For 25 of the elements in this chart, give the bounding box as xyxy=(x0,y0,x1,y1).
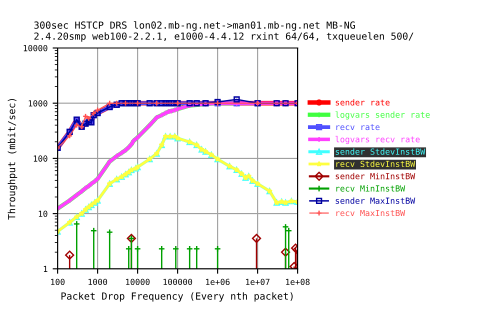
legend-label: sender MinInstBW xyxy=(336,172,416,180)
y-tick-label: 10000 xyxy=(24,45,48,52)
x-tick-label: 1e+08 xyxy=(286,278,310,286)
y-tick-label: 1000 xyxy=(28,100,48,107)
x-tick-label: 10000 xyxy=(126,278,150,286)
x-tick-label: 1000 xyxy=(88,278,108,286)
legend-label: recv MaxInstBW xyxy=(336,210,406,216)
x-tick-label: 100000 xyxy=(164,278,192,286)
chart-title: 300sec HSTCP DRS lon02.mb-ng.net->man01.mb-ng.net MB-NG 2.4.20smp web100-2.2.1, e1000-4.4.12 rxint 64/64, txqueuelen 500/ xyxy=(34,21,414,42)
legend-label: sender StdevInstBW xyxy=(336,148,426,155)
x-axis-title: Packet Drop Frequency (Every nth packet) xyxy=(61,292,293,302)
legend-label: sender MaxInstBW xyxy=(336,197,416,204)
y-tick-label: 100 xyxy=(34,155,48,162)
legend-label: recv MinInstBW xyxy=(336,185,406,192)
y-tick-label: 10 xyxy=(38,210,48,217)
y-tick-label: 1 xyxy=(44,266,48,272)
legend-label: logvars recv rate xyxy=(336,136,420,144)
legend-label: recv rate xyxy=(336,124,380,130)
x-tick-label: 100 xyxy=(51,278,65,286)
legend-label: logvars sender rate xyxy=(336,111,430,120)
legend-label: recv StdevInstBW xyxy=(336,160,416,168)
x-tick-label: 1e+07 xyxy=(246,278,270,286)
legend-label: sender rate xyxy=(336,99,390,106)
y-axis-title: Throughput (mbit/sec) xyxy=(8,98,18,220)
x-tick-label: 1e+06 xyxy=(206,278,230,286)
